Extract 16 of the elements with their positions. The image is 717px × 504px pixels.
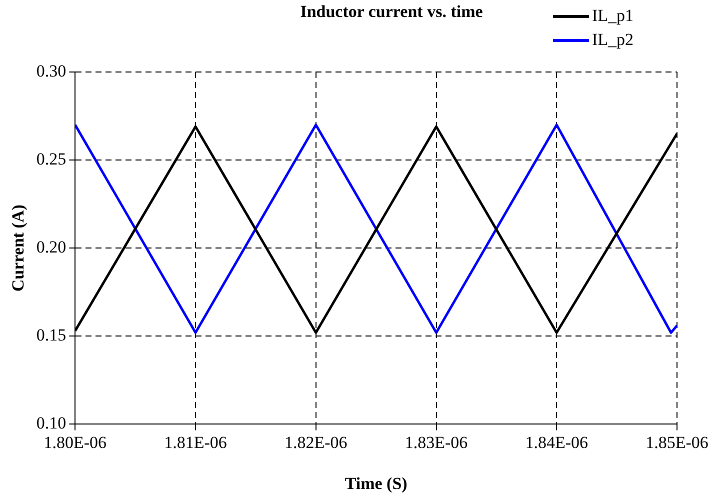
y-tick-label: 0.25 (36, 150, 66, 169)
y-tick-label: 0.20 (36, 238, 66, 257)
chart-title: Inductor current vs. time (300, 2, 483, 21)
x-tick-label: 1.80E-06 (44, 432, 107, 452)
x-tick-label: 1.81E-06 (164, 432, 227, 452)
legend-label: IL_p2 (592, 30, 634, 50)
x-axis-title: Time (S) (344, 474, 408, 494)
y-tick-label: 0.15 (36, 326, 66, 345)
y-tick-label: 0.30 (36, 61, 66, 80)
y-tick-label: 0.10 (36, 414, 66, 433)
x-tick-label: 1.85E-06 (646, 432, 708, 452)
x-tick-label: 1.83E-06 (404, 432, 468, 452)
x-tick-label: 1.84E-06 (525, 432, 588, 452)
x-tick-label: 1.82E-06 (284, 432, 348, 452)
y-axis-title: Current (A) (8, 204, 28, 292)
legend-label: IL_p1 (592, 6, 634, 26)
